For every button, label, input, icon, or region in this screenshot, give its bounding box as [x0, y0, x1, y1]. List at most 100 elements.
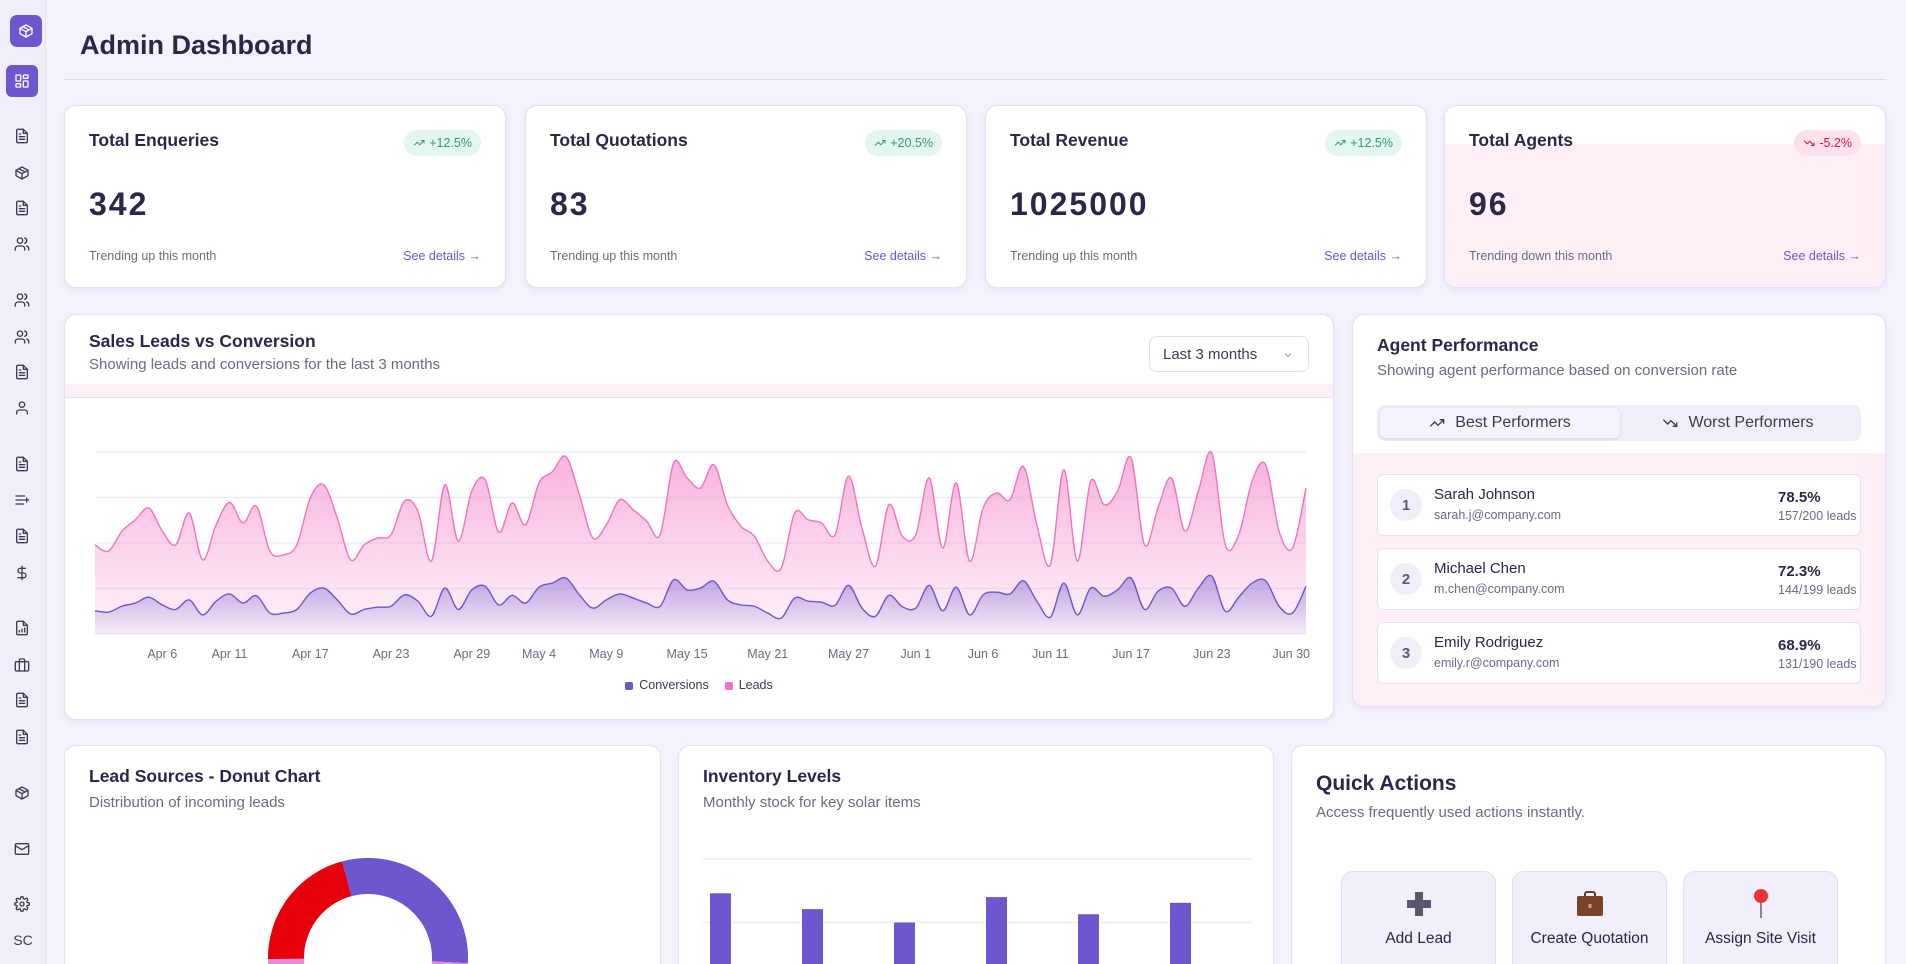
x-tick-label: Apr 17	[292, 647, 329, 661]
sidebar-item-1[interactable]	[12, 126, 32, 146]
agent-conversion-rate: 72.3%	[1778, 563, 1821, 580]
x-tick-label: May 21	[747, 647, 788, 661]
see-details-link[interactable]: See details →	[1324, 249, 1402, 263]
inventory-bar-chart	[702, 858, 1252, 964]
conversions-line	[94, 574, 1307, 620]
sidebar-item-3[interactable]	[12, 198, 32, 218]
sidebar-item-13[interactable]	[12, 618, 32, 638]
trend-badge: +20.5%	[865, 130, 942, 156]
add-lead-button[interactable]: Add Lead	[1341, 871, 1496, 964]
sales-chart-card: Sales Leads vs Conversion Showing leads …	[64, 314, 1334, 720]
tab-best-performers[interactable]: Best Performers	[1380, 408, 1620, 438]
donut-slice[interactable]	[342, 858, 468, 964]
file-chart-icon	[14, 620, 30, 636]
tab-worst-performers[interactable]: Worst Performers	[1618, 408, 1858, 438]
x-tick-label: Jun 11	[1032, 647, 1069, 661]
inventory-bar[interactable]	[986, 897, 1007, 964]
package-icon	[14, 165, 30, 181]
create-quotation-button[interactable]: Create Quotation	[1512, 871, 1667, 964]
trending-up-icon	[1334, 137, 1346, 149]
user-avatar[interactable]: SC	[13, 932, 33, 948]
stat-title: Total Agents	[1469, 130, 1574, 150]
header-band	[65, 384, 1333, 398]
briefcase-icon	[14, 657, 30, 673]
user-icon	[14, 400, 30, 416]
stat-footer: Trending down this month	[1469, 249, 1613, 263]
donut-slice[interactable]	[268, 861, 352, 959]
settings-icon	[14, 896, 30, 912]
sidebar-item-7[interactable]	[12, 362, 32, 382]
sidebar-item-8[interactable]	[12, 398, 32, 418]
agent-rank: 1	[1390, 489, 1422, 521]
x-tick-label: Apr 29	[453, 647, 490, 661]
agent-name: Sarah Johnson	[1434, 486, 1535, 503]
donut-slice[interactable]	[268, 958, 468, 964]
app-logo[interactable]	[10, 15, 42, 47]
legend-item-conversions: Conversions	[625, 678, 709, 692]
leads-area	[95, 451, 1306, 634]
users-icon	[14, 236, 30, 252]
sidebar: SC	[0, 0, 46, 964]
stat-title: Total Quotations	[550, 130, 688, 150]
inventory-bar[interactable]	[1170, 902, 1191, 964]
sidebar-item-11[interactable]	[12, 526, 32, 546]
inventory-bar[interactable]	[710, 893, 731, 964]
file-text-icon	[14, 528, 30, 544]
lead-sources-card: Lead Sources - Donut Chart Distribution …	[64, 745, 661, 964]
file-text-icon	[14, 456, 30, 472]
trend-badge: +12.5%	[1325, 130, 1402, 156]
mail-icon	[14, 841, 30, 857]
sidebar-item-5[interactable]	[12, 290, 32, 310]
agent-row[interactable]: 1 Sarah Johnson sarah.j@company.com 78.5% 15…	[1377, 474, 1861, 536]
sidebar-item-4[interactable]	[12, 234, 32, 254]
see-details-link[interactable]: See details →	[864, 249, 942, 263]
see-details-link[interactable]: See details →	[1783, 249, 1861, 263]
sidebar-item-10[interactable]	[12, 490, 32, 510]
stat-card: Total Enqueries +12.5% 342 Trending up this…	[64, 105, 506, 288]
sidebar-item-14[interactable]	[12, 655, 32, 675]
legend-item-leads: Leads	[724, 678, 773, 692]
inventory-bar[interactable]	[802, 909, 823, 964]
layout-grid-icon	[14, 73, 30, 89]
package-icon	[18, 23, 34, 39]
trend-badge: +12.5%	[404, 130, 481, 156]
lead-sources-donut-chart	[268, 858, 468, 964]
sidebar-item-16[interactable]	[12, 727, 32, 747]
see-details-link[interactable]: See details →	[403, 249, 481, 263]
stat-value: 342	[89, 186, 149, 222]
trending-down-icon	[1662, 415, 1678, 431]
x-tick-label: Apr 6	[147, 647, 177, 661]
agent-performance-title: Agent Performance	[1377, 335, 1539, 355]
chart-subtitle: Showing leads and conversions for the la…	[89, 356, 441, 373]
stat-value: 1025000	[1010, 186, 1149, 222]
x-tick-label: Jun 6	[968, 647, 999, 661]
x-tick-label: Apr 11	[212, 647, 248, 661]
agent-row[interactable]: 2 Michael Chen m.chen@company.com 72.3% 144/…	[1377, 548, 1861, 610]
assign-site-visit-button[interactable]: Assign Site Visit	[1683, 871, 1838, 964]
sidebar-item-dashboard[interactable]	[6, 65, 38, 97]
sidebar-item-9[interactable]	[12, 454, 32, 474]
agent-performance-card: Agent Performance Showing agent performa…	[1352, 314, 1886, 707]
stat-title: Total Enqueries	[89, 130, 219, 150]
range-select[interactable]: Last 3 months	[1149, 336, 1309, 372]
sidebar-item-6[interactable]	[12, 327, 32, 347]
sidebar-item-2[interactable]	[12, 163, 32, 183]
stat-card: Total Agents -5.2% 96 Trending down this mo…	[1444, 105, 1886, 288]
sidebar-item-15[interactable]	[12, 690, 32, 710]
agent-row[interactable]: 3 Emily Rodriguez emily.r@company.com 68.9%…	[1377, 622, 1861, 684]
stat-card: Total Quotations +20.5% 83 Trending up this…	[525, 105, 967, 288]
sidebar-item-18[interactable]	[12, 839, 32, 859]
quick-actions-subtitle: Access frequently used actions instantly…	[1316, 804, 1586, 821]
inventory-bar[interactable]	[1078, 914, 1099, 964]
sidebar-item-19[interactable]	[12, 894, 32, 914]
conversions-area	[95, 575, 1306, 634]
agent-conversion-rate: 78.5%	[1778, 489, 1821, 506]
sidebar-item-12[interactable]	[12, 563, 32, 583]
inventory-bar[interactable]	[894, 922, 915, 964]
stat-footer: Trending up this month	[550, 249, 678, 263]
agent-leads: 157/200 leads	[1778, 509, 1857, 523]
sidebar-item-17[interactable]	[12, 783, 32, 803]
trending-down-icon	[1803, 137, 1815, 149]
x-tick-label: Jun 1	[900, 647, 931, 661]
performer-tabs: Best Performers Worst Performers	[1377, 405, 1861, 441]
